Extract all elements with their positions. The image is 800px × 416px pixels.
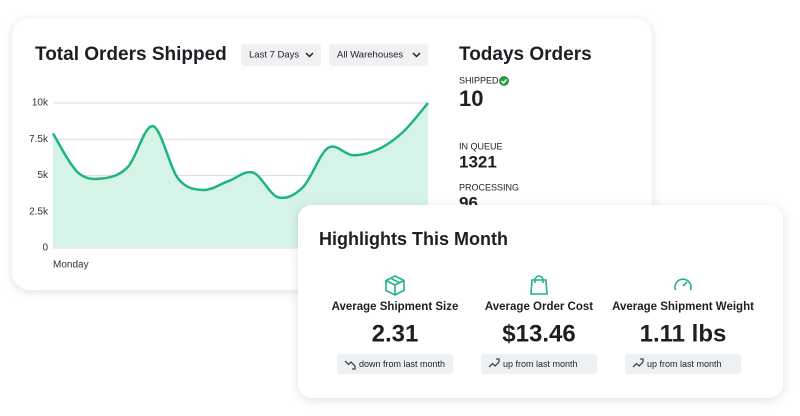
line [51, 102, 429, 200]
stat-label: PROCESSING [459, 182, 519, 192]
dropdown[interactable] [241, 44, 321, 66]
bag-icon [530, 275, 548, 295]
stat-label: SHIPPED [459, 75, 499, 85]
trend-up-icon [632, 358, 644, 368]
chevron [305, 52, 314, 58]
section-title: Highlights This Month [319, 229, 508, 249]
highlight-label: Average Shipment Weight [612, 301, 754, 313]
highlights-card: Highlights This Month Average Shipment S… [298, 205, 783, 398]
change-text: down from last month [359, 359, 445, 369]
change-pill [625, 354, 741, 374]
dropdown[interactable] [329, 44, 428, 66]
box-icon [385, 275, 405, 296]
change-pill [337, 354, 453, 374]
highlight-value: $13.46 [502, 320, 575, 347]
card-bg [298, 205, 783, 398]
dropdown-label[interactable]: Last 7 Days [249, 50, 299, 61]
y-tick-label: 2.5k [29, 206, 49, 217]
icons [385, 275, 692, 296]
chart-title: Total Orders Shipped [35, 44, 227, 65]
trend-down-icon [344, 360, 356, 370]
y-tick-label: 10k [32, 98, 49, 109]
section-title: Todays Orders [459, 44, 592, 65]
chevron [412, 52, 421, 58]
change-text: up from last month [647, 359, 722, 369]
trend-up-icon [488, 358, 500, 368]
highlight-value: 1.11 lbs [640, 320, 727, 347]
change-pill [481, 354, 597, 374]
highlight-items: Average Shipment Size 2.31 down from last … [332, 301, 754, 374]
gauge-icon [674, 278, 692, 291]
check-icon [499, 76, 509, 86]
highlight-value: 2.31 [372, 320, 419, 347]
check-mark [501, 79, 508, 85]
stat-value: 1321 [459, 152, 497, 171]
dropdown-label[interactable]: All Warehouses [337, 50, 403, 61]
y-tick-label: 7.5k [29, 134, 49, 145]
stat-label: IN QUEUE [459, 141, 503, 151]
change-text: up from last month [503, 359, 578, 369]
highlight-label: Average Order Cost [485, 301, 593, 313]
y-tick-label: 5k [37, 170, 49, 181]
y-tick-label: 0 [42, 243, 48, 254]
highlight-label: Average Shipment Size [332, 301, 459, 313]
stat-value: 10 [459, 86, 483, 111]
x-tick-label: Monday [53, 260, 89, 271]
